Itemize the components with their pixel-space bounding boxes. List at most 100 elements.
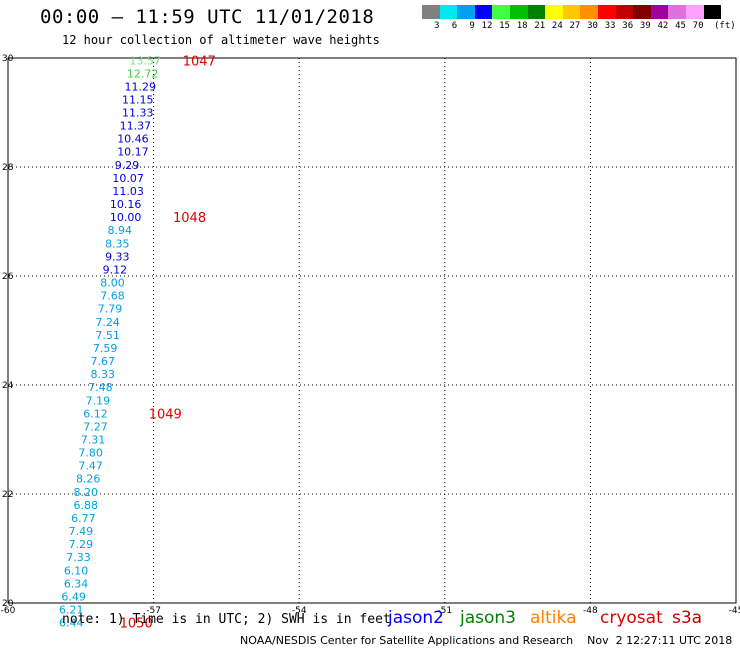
legend-swatch bbox=[650, 5, 669, 19]
y-tick-label: 20 bbox=[2, 599, 14, 609]
legend-swatch bbox=[597, 5, 616, 19]
satellite-altika-label: altika bbox=[530, 608, 577, 628]
legend-swatch bbox=[703, 5, 722, 19]
legend-label: 36 bbox=[622, 21, 634, 31]
x-tick-label: -60 bbox=[1, 606, 16, 616]
wave-height-label: 6.10 bbox=[64, 564, 89, 577]
satellite-cryosat-label: cryosat bbox=[600, 608, 663, 628]
x-tick-label: -48 bbox=[583, 606, 598, 616]
legend-swatch bbox=[439, 5, 458, 19]
legend-swatch bbox=[492, 5, 510, 19]
wave-height-label: 10.00 bbox=[110, 211, 142, 224]
legend-swatch bbox=[580, 5, 598, 19]
x-tick-label: -51 bbox=[437, 606, 452, 616]
wave-height-label: 7.49 bbox=[69, 525, 94, 538]
wave-height-label: 7.24 bbox=[95, 316, 120, 329]
satellite-jason3-label: jason3 bbox=[460, 608, 516, 628]
wave-height-label: 9.29 bbox=[115, 159, 140, 172]
wave-height-label: 7.33 bbox=[66, 551, 91, 564]
legend-label: 9 bbox=[469, 21, 475, 31]
time-stamp-label: 1047 bbox=[183, 55, 216, 70]
time-stamp-label: 1050 bbox=[120, 617, 153, 632]
wave-height-label: 7.31 bbox=[81, 434, 106, 447]
legend-swatch bbox=[422, 5, 440, 19]
legend-label: 27 bbox=[569, 21, 581, 31]
wave-height-label: 13.57 bbox=[129, 55, 161, 68]
wave-height-label: 7.48 bbox=[88, 381, 113, 394]
legend-label: 33 bbox=[604, 21, 616, 31]
legend-swatch bbox=[509, 5, 528, 19]
wave-height-label: 6.21 bbox=[59, 604, 84, 617]
legend-label: 39 bbox=[639, 21, 651, 31]
wave-height-label: 9.12 bbox=[103, 263, 128, 276]
satellite-jason2-label: jason2 bbox=[388, 608, 444, 628]
time-stamp-label: 1049 bbox=[149, 407, 182, 422]
wave-height-label: 7.51 bbox=[95, 329, 120, 342]
wave-height-label: 8.26 bbox=[76, 473, 101, 486]
legend-label: 30 bbox=[587, 21, 598, 31]
wave-height-label: 7.47 bbox=[78, 460, 103, 473]
legend-label: 24 bbox=[551, 21, 563, 31]
color-scale-legend bbox=[422, 5, 722, 19]
wave-height-label: 7.29 bbox=[69, 538, 94, 551]
legend-swatch bbox=[474, 5, 493, 19]
wave-height-label: 7.68 bbox=[100, 290, 125, 303]
legend-label: 70 bbox=[692, 21, 704, 31]
wave-height-label: 11.03 bbox=[112, 185, 144, 198]
wave-height-label: 10.46 bbox=[117, 133, 149, 146]
wave-height-label: 7.19 bbox=[86, 394, 111, 407]
x-tick-label: -54 bbox=[292, 606, 307, 616]
wave-height-label: 8.20 bbox=[74, 486, 99, 499]
wave-height-label: 11.33 bbox=[122, 107, 154, 120]
wave-height-label: 11.37 bbox=[120, 120, 152, 133]
time-stamp-label: 1048 bbox=[173, 211, 206, 226]
chart-title: 00:00 – 11:59 UTC 11/01/2018 bbox=[40, 6, 375, 28]
legend-label: 45 bbox=[675, 21, 686, 31]
x-tick-label: -57 bbox=[146, 606, 161, 616]
legend-swatch bbox=[685, 5, 704, 19]
wave-height-label: 9.33 bbox=[105, 250, 130, 263]
wave-height-label: 7.80 bbox=[78, 447, 103, 460]
wave-height-label: 8.33 bbox=[91, 368, 116, 381]
wave-height-label: 7.67 bbox=[91, 355, 116, 368]
wave-height-label: 6.49 bbox=[61, 590, 86, 603]
x-tick-label: -45 bbox=[729, 606, 740, 616]
legend-swatch bbox=[545, 5, 563, 19]
wave-height-label: 8.35 bbox=[105, 237, 130, 250]
wave-height-label: 7.79 bbox=[98, 303, 123, 316]
legend-label: 21 bbox=[534, 21, 546, 31]
footer-credit: NOAA/NESDIS Center for Satellite Applica… bbox=[240, 634, 733, 647]
legend-label: 18 bbox=[516, 21, 528, 31]
y-tick-label: 30 bbox=[2, 54, 14, 64]
wave-height-label: 12.72 bbox=[127, 67, 159, 80]
wave-height-label: 11.15 bbox=[122, 93, 154, 106]
wave-height-label: 10.17 bbox=[117, 146, 149, 159]
wave-height-label: 7.59 bbox=[93, 342, 118, 355]
legend-label: 15 bbox=[499, 21, 510, 31]
legend-label: 6 bbox=[451, 21, 458, 31]
legend-swatch bbox=[527, 5, 546, 19]
y-tick-label: 24 bbox=[2, 381, 14, 391]
wave-height-label: 6.88 bbox=[74, 499, 99, 512]
note-text: note: 1) Time is in UTC; 2) SWH is in fe… bbox=[62, 612, 391, 627]
legend-swatch bbox=[633, 5, 651, 19]
wave-height-label: 6.34 bbox=[64, 577, 89, 590]
wave-height-label: 8.00 bbox=[100, 277, 125, 290]
y-tick-label: 22 bbox=[2, 490, 13, 500]
wave-height-label: 10.07 bbox=[112, 172, 144, 185]
legend-label: 12 bbox=[481, 21, 493, 31]
wave-height-label: 6.44 bbox=[59, 617, 84, 630]
legend-label: 42 bbox=[657, 21, 669, 31]
color-scale-labels: 3 6 9 12 15 18 21 24 27 30 33 36 39 42 45 70 bbox=[422, 21, 704, 33]
legend-swatch bbox=[457, 5, 475, 19]
chart-subtitle: 12 hour collection of altimeter wave hei… bbox=[62, 33, 380, 47]
wave-height-label: 10.16 bbox=[110, 198, 142, 211]
legend-label: 3 bbox=[434, 21, 440, 31]
legend-swatch bbox=[668, 5, 686, 19]
y-tick-label: 28 bbox=[2, 163, 14, 173]
y-tick-label: 26 bbox=[2, 272, 14, 282]
wave-height-label: 8.94 bbox=[107, 224, 132, 237]
satellite-s3a-label: s3a bbox=[672, 608, 703, 628]
wave-height-label: 6.12 bbox=[83, 407, 108, 420]
